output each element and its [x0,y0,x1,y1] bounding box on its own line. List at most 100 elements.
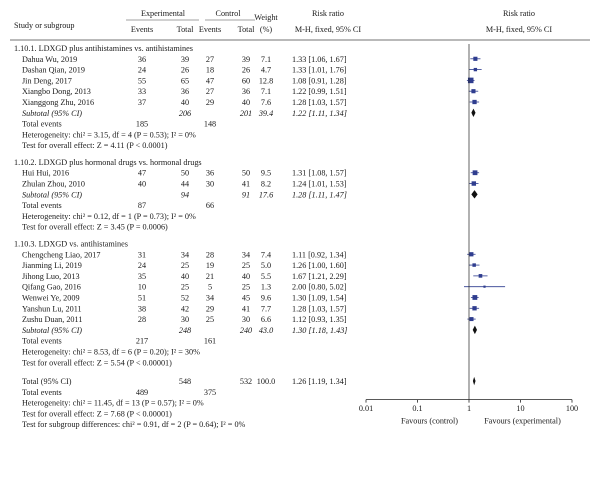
study-ctl-events: 21 [206,272,214,281]
study-name: Jin Deng, 2017 [22,76,72,85]
study-ci-text: 1.67 [1.21, 2.29] [292,272,347,281]
overall-events-label: Total events [22,388,62,397]
study-exp-events: 40 [138,180,146,189]
header-study-label: Study or subgroup [14,21,75,30]
study-weight: 7.7 [261,304,271,313]
study-exp-events: 37 [138,98,146,107]
study-ctl-events: 30 [206,180,214,189]
study-exp-total: 39 [181,55,189,64]
overall-effect-text: Test for overall effect: Z = 4.11 (P < 0… [22,141,168,150]
subgroup-title: 1.10.2. LDXGD plus hormonal drugs vs. ho… [14,158,202,167]
study-0-marker [473,56,478,61]
favours-control-label: Favours (control) [401,417,458,426]
study-weight: 7.4 [261,250,271,259]
study-ci-text: 1.22 [0.99, 1.51] [292,87,347,96]
study-ctl-total: 40 [242,98,250,107]
header-plot-label: Risk ratio [503,9,535,18]
study-name: Jianming Li, 2019 [22,261,82,270]
study-name: Dashan Qian, 2019 [22,66,85,75]
study-ci-text: 1.33 [1.01, 1.76] [292,66,347,75]
study-ci-text: 1.30 [1.09, 1.54] [292,293,347,302]
study-2-marker [467,77,474,84]
subtotal-0-diamond [471,108,476,117]
study-ctl-events: 34 [206,293,214,302]
overall-events-ctl: 375 [204,388,216,397]
study-weight: 7.1 [261,55,271,64]
subtotal-ci-text: 1.28 [1.11, 1.47] [292,190,347,199]
subtotal-ctl-total: 201 [240,109,252,118]
study-weight: 7.1 [261,87,271,96]
study-exp-events: 28 [138,315,146,324]
study-ci-text: 1.12 [0.93, 1.35] [292,315,347,324]
study-exp-events: 24 [138,66,146,75]
total-events-exp: 185 [136,120,148,129]
total-events-exp: 217 [136,337,148,346]
study-exp-total: 34 [181,250,189,259]
study-9-marker [469,252,474,257]
study-ctl-events: 27 [206,55,214,64]
subgroup-title: 1.10.1. LDXGD plus antihistamines vs. an… [14,44,193,53]
study-ctl-events: 25 [206,315,214,324]
study-ctl-events: 29 [206,304,214,313]
subtotal-ctl-total: 240 [240,326,252,335]
study-7-marker [471,181,477,186]
study-exp-total: 36 [181,87,189,96]
header-rr-label: Risk ratio [312,9,344,18]
study-weight: 5.0 [261,261,271,270]
study-exp-events: 33 [138,87,146,96]
study-weight: 7.6 [261,98,271,107]
study-3-marker [471,89,476,94]
subtotal-ci-text: 1.22 [1.11, 1.34] [292,109,347,118]
subtotal-label: Subtotal (95% CI) [22,190,82,199]
subtotal-label: Subtotal (95% CI) [22,326,82,335]
total-ctl-total: 532 [240,377,252,386]
study-name: Jihong Luo, 2013 [22,272,80,281]
study-ctl-total: 50 [242,169,250,178]
subgroup-title: 1.10.3. LDXGD vs. antihistamines [14,239,128,248]
study-ctl-total: 41 [242,180,250,189]
study-exp-total: 26 [181,66,189,75]
total-events-ctl: 66 [206,201,214,210]
study-ctl-total: 25 [242,283,250,292]
study-exp-events: 38 [138,304,146,313]
study-name: Wenwei Ye, 2009 [22,293,80,302]
header-rr-method: M-H, fixed, 95% CI [295,25,361,34]
subtotal-ctl-total: 91 [242,190,250,199]
study-ctl-total: 34 [242,250,250,259]
overall-effect: Test for overall effect: Z = 7.68 (P < 0… [22,409,172,418]
subtotal-exp-total: 248 [179,326,191,335]
header-exp-total: Total [177,25,194,34]
subtotal-2-diamond [472,325,477,335]
favours-experimental-label: Favours (experimental) [484,417,561,426]
study-exp-events: 36 [138,55,146,64]
study-name: Zushu Duan, 2011 [22,315,82,324]
study-15-marker [469,317,474,322]
study-name: Zhulan Zhou, 2010 [22,180,85,189]
study-ci-text: 1.26 [1.00, 1.60] [292,261,347,270]
study-ctl-total: 40 [242,272,250,281]
study-ctl-events: 36 [206,169,214,178]
study-name: Chengcheng Liao, 2017 [22,250,100,259]
heterogeneity-text: Heterogeneity: chi² = 3.15, df = 4 (P = … [22,130,196,139]
subtotal-weight: 39.4 [258,109,273,118]
subgroup-differences: Test for subgroup differences: chi² = 0.… [22,420,246,429]
header-ctl-total: Total [238,25,255,34]
total-events-exp: 87 [138,201,146,210]
study-exp-total: 65 [181,76,189,85]
study-exp-total: 25 [181,283,189,292]
subtotal-weight: 17.6 [259,190,274,199]
x-tick-label: 100 [566,404,578,413]
study-exp-total: 50 [181,169,189,178]
study-ci-text: 2.00 [0.80, 5.02] [292,283,347,292]
study-weight: 6.6 [261,315,271,324]
study-ci-text: 1.24 [1.01, 1.53] [292,180,347,189]
x-tick-label: 10 [516,404,524,413]
study-6-marker [472,170,478,176]
study-ctl-events: 27 [206,87,214,96]
overall-effect-text: Test for overall effect: Z = 5.54 (P < 0… [22,358,172,367]
overall-diamond [472,376,476,386]
subtotal-exp-total: 94 [181,190,189,199]
study-exp-total: 40 [181,98,189,107]
study-ctl-total: 36 [242,87,250,96]
